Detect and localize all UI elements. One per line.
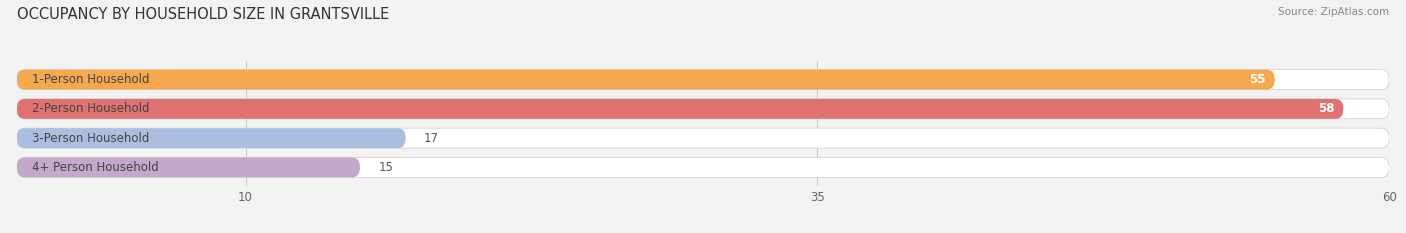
FancyBboxPatch shape (17, 99, 1389, 119)
Text: 1-Person Household: 1-Person Household (31, 73, 149, 86)
FancyBboxPatch shape (17, 128, 406, 148)
Text: 2-Person Household: 2-Person Household (31, 102, 149, 115)
Text: 58: 58 (1317, 102, 1334, 115)
Text: 15: 15 (378, 161, 394, 174)
Text: Source: ZipAtlas.com: Source: ZipAtlas.com (1278, 7, 1389, 17)
Text: 3-Person Household: 3-Person Household (31, 132, 149, 145)
FancyBboxPatch shape (17, 70, 1389, 89)
Text: OCCUPANCY BY HOUSEHOLD SIZE IN GRANTSVILLE: OCCUPANCY BY HOUSEHOLD SIZE IN GRANTSVIL… (17, 7, 389, 22)
Text: 55: 55 (1249, 73, 1265, 86)
Text: 17: 17 (425, 132, 439, 145)
FancyBboxPatch shape (17, 70, 1275, 89)
FancyBboxPatch shape (17, 128, 1389, 148)
FancyBboxPatch shape (17, 158, 1389, 177)
Text: 4+ Person Household: 4+ Person Household (31, 161, 159, 174)
FancyBboxPatch shape (17, 99, 1343, 119)
FancyBboxPatch shape (17, 158, 360, 177)
